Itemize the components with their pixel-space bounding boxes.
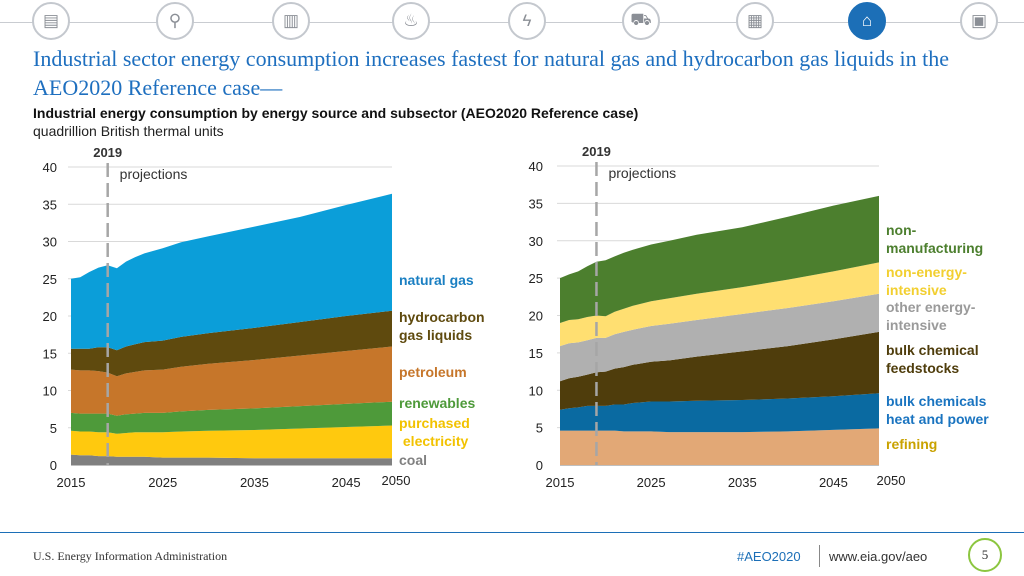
- area-refining: [560, 428, 879, 465]
- area-non-manufacturing: [560, 195, 879, 323]
- y-tick-label: 10: [43, 384, 57, 399]
- buildings-icon[interactable]: ▦: [736, 2, 774, 40]
- footer-url-link[interactable]: www.eia.gov/aeo: [829, 549, 928, 564]
- series-label-petroleum: petroleum: [399, 364, 467, 380]
- y-tick-label: 5: [50, 421, 57, 436]
- top-navigation: ▤ ⚲ ▥ ♨ ϟ ⛟ ▦ ⌂ ▣: [0, 0, 1024, 44]
- series-label-non-manufacturing: non-manufacturing: [886, 222, 983, 256]
- slide-title: Industrial sector energy consumption inc…: [33, 46, 950, 100]
- series-label-hydrocarbon-gas-liquids: hydrocarbon gas liquids: [399, 309, 485, 343]
- footer-divider: [819, 545, 820, 567]
- overview-icon[interactable]: ▤: [32, 2, 70, 40]
- y-tick-label: 40: [43, 160, 57, 175]
- industrial-factory-icon[interactable]: ⌂: [848, 2, 886, 40]
- y-tick-label: 35: [529, 196, 543, 211]
- footer-organization: U.S. Energy Information Administration: [33, 549, 228, 563]
- area-hydrocarbon-gas-liquids: [71, 310, 392, 377]
- y-tick-label: 30: [529, 234, 543, 249]
- area-petroleum: [71, 346, 392, 416]
- area-renewables: [71, 401, 392, 434]
- footer-hashtag[interactable]: #AEO2020: [737, 549, 801, 564]
- y-tick-label: 30: [43, 235, 57, 250]
- area-bulk-chemicals-heat-and-power: [560, 393, 879, 433]
- chart-subtitle: Industrial energy consumption by energy …: [33, 105, 639, 121]
- x-tick-label: 2045: [332, 475, 361, 490]
- y-tick-label: 10: [529, 383, 543, 398]
- x-tick-label: 2050: [877, 473, 906, 488]
- area-natural-gas: [71, 193, 392, 351]
- x-tick-label: 2015: [57, 475, 86, 490]
- y-tick-label: 5: [536, 421, 543, 436]
- oil-barrel-icon[interactable]: ▥: [272, 2, 310, 40]
- y-tick-label: 0: [50, 458, 57, 473]
- projection-start-year: 2019: [582, 144, 611, 159]
- y-tick-label: 0: [536, 458, 543, 473]
- units-label: quadrillion British thermal units: [33, 123, 224, 139]
- y-tick-label: 20: [529, 309, 543, 324]
- y-tick-label: 40: [529, 159, 543, 174]
- y-tick-label: 35: [43, 197, 57, 212]
- projections-label: projections: [120, 166, 188, 182]
- x-tick-label: 2015: [546, 475, 575, 490]
- series-label-refining: refining: [886, 436, 937, 452]
- projection-start-year: 2019: [93, 145, 122, 160]
- natural-gas-flame-icon[interactable]: ♨: [392, 2, 430, 40]
- analysis-icon[interactable]: ⚲: [156, 2, 194, 40]
- area-other-energy-intensive: [560, 293, 879, 382]
- series-label-purchased-electricity: purchased electricity: [399, 415, 470, 449]
- area-coal: [71, 454, 392, 465]
- x-tick-label: 2050: [382, 473, 411, 488]
- series-label-non-energy-intensive: non-energy-intensive: [886, 264, 967, 298]
- energy-source-chart: 0 5 10 15 20 25 30 35 40 2015 2025 2035 2045 2050 2019…: [0, 140, 510, 500]
- y-tick-label: 20: [43, 309, 57, 324]
- electricity-icon[interactable]: ϟ: [508, 2, 546, 40]
- transportation-car-icon[interactable]: ⛟: [622, 2, 660, 40]
- footer-rule: [0, 532, 1024, 533]
- area-purchased-electricity: [71, 425, 392, 459]
- projections-label: projections: [608, 165, 676, 181]
- subsector-chart: 0 5 10 15 20 25 30 35 40 2015 2025 2035 2045 2050 2019…: [500, 140, 1024, 500]
- x-tick-label: 2025: [637, 475, 666, 490]
- series-label-renewables: renewables: [399, 395, 475, 411]
- series-label-bulk-chemical-feedstocks: bulk chemical feedstocks: [886, 342, 979, 376]
- documents-icon[interactable]: ▣: [960, 2, 998, 40]
- page-number: 5: [968, 538, 1002, 572]
- y-tick-label: 15: [43, 346, 57, 361]
- series-label-natural-gas: natural gas: [399, 272, 474, 288]
- y-tick-label: 25: [529, 271, 543, 286]
- series-label-other-energy-intensive: other energy-intensive: [886, 299, 976, 333]
- area-non-energy-intensive: [560, 262, 879, 347]
- x-tick-label: 2045: [819, 475, 848, 490]
- series-label-coal: coal: [399, 452, 427, 468]
- series-label-bulk-chemicals-heat-and-power: bulk chemicals heat and power: [886, 393, 989, 427]
- area-bulk-chemical-feedstocks: [560, 331, 879, 410]
- y-tick-label: 25: [43, 272, 57, 287]
- x-tick-label: 2035: [728, 475, 757, 490]
- x-tick-label: 2035: [240, 475, 269, 490]
- x-tick-label: 2025: [148, 475, 177, 490]
- y-tick-label: 15: [529, 346, 543, 361]
